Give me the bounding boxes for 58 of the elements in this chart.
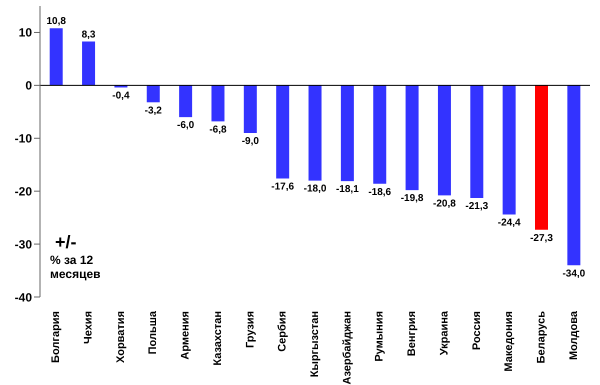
data-label: -0,4 xyxy=(112,90,130,102)
y-tick-label: -40 xyxy=(14,290,32,304)
x-tick-label: Македония xyxy=(503,311,516,372)
bar xyxy=(244,85,257,133)
bar xyxy=(179,85,192,118)
x-tick-label: Армения xyxy=(180,311,192,360)
data-label: -34,0 xyxy=(562,268,586,280)
data-label: 10,8 xyxy=(46,16,66,28)
x-tick-label: Болгария xyxy=(50,311,62,363)
bar xyxy=(308,85,322,181)
x-tick-label: Казахстан xyxy=(212,311,224,366)
data-label: -18,1 xyxy=(336,184,360,196)
data-label: 8,3 xyxy=(82,29,96,40)
y-tick-label: -20 xyxy=(14,184,32,198)
data-label: -24,4 xyxy=(498,217,521,228)
data-label: -20,8 xyxy=(433,198,456,210)
data-label: -21,3 xyxy=(465,201,489,212)
x-tick-label: Венгрия xyxy=(406,311,418,356)
x-tick-label: Грузия xyxy=(244,311,256,348)
x-tick-label: Хорватия xyxy=(114,311,127,363)
x-tick-label: Польша xyxy=(147,310,160,354)
annotation: % за 12 месяцев xyxy=(50,253,102,281)
x-tick-label: Чехия xyxy=(82,311,95,344)
y-tick-label: -30 xyxy=(14,237,32,252)
bar xyxy=(211,85,224,122)
data-label: -9,0 xyxy=(242,136,260,147)
annotation: +/- xyxy=(55,232,78,253)
bar xyxy=(470,85,484,198)
bar xyxy=(502,85,516,214)
y-tick-label: -10 xyxy=(14,132,32,146)
bar xyxy=(50,28,63,86)
data-label: -19,8 xyxy=(400,193,424,204)
bar xyxy=(406,85,419,190)
x-tick-label: Румыния xyxy=(374,311,386,362)
x-tick-label: Азербайджан xyxy=(341,311,354,384)
x-tick-label: Молдова xyxy=(568,310,580,360)
x-tick-label: Сербия xyxy=(276,311,289,352)
x-tick-label: Кыргызстан xyxy=(309,311,321,378)
data-label: -6,8 xyxy=(209,124,228,136)
bar xyxy=(146,85,160,102)
bar xyxy=(82,41,96,86)
bar xyxy=(276,85,290,178)
y-tick-label: 0 xyxy=(25,78,32,93)
x-tick-label: Россия xyxy=(470,311,483,350)
data-label: -18,6 xyxy=(368,186,392,198)
bar xyxy=(340,85,354,182)
y-tick-label: 10 xyxy=(18,26,32,40)
x-tick-label: Украина xyxy=(438,310,450,356)
bar xyxy=(535,85,548,230)
x-tick-label: Беларусь xyxy=(535,310,548,364)
bar xyxy=(373,85,386,184)
bar xyxy=(438,85,451,196)
data-label: -17,6 xyxy=(271,181,295,192)
data-label: -27,3 xyxy=(530,232,554,244)
data-label: -18,0 xyxy=(304,184,327,195)
data-label: -6,0 xyxy=(177,120,195,132)
bar xyxy=(567,85,580,266)
data-label: -3,2 xyxy=(144,105,162,116)
